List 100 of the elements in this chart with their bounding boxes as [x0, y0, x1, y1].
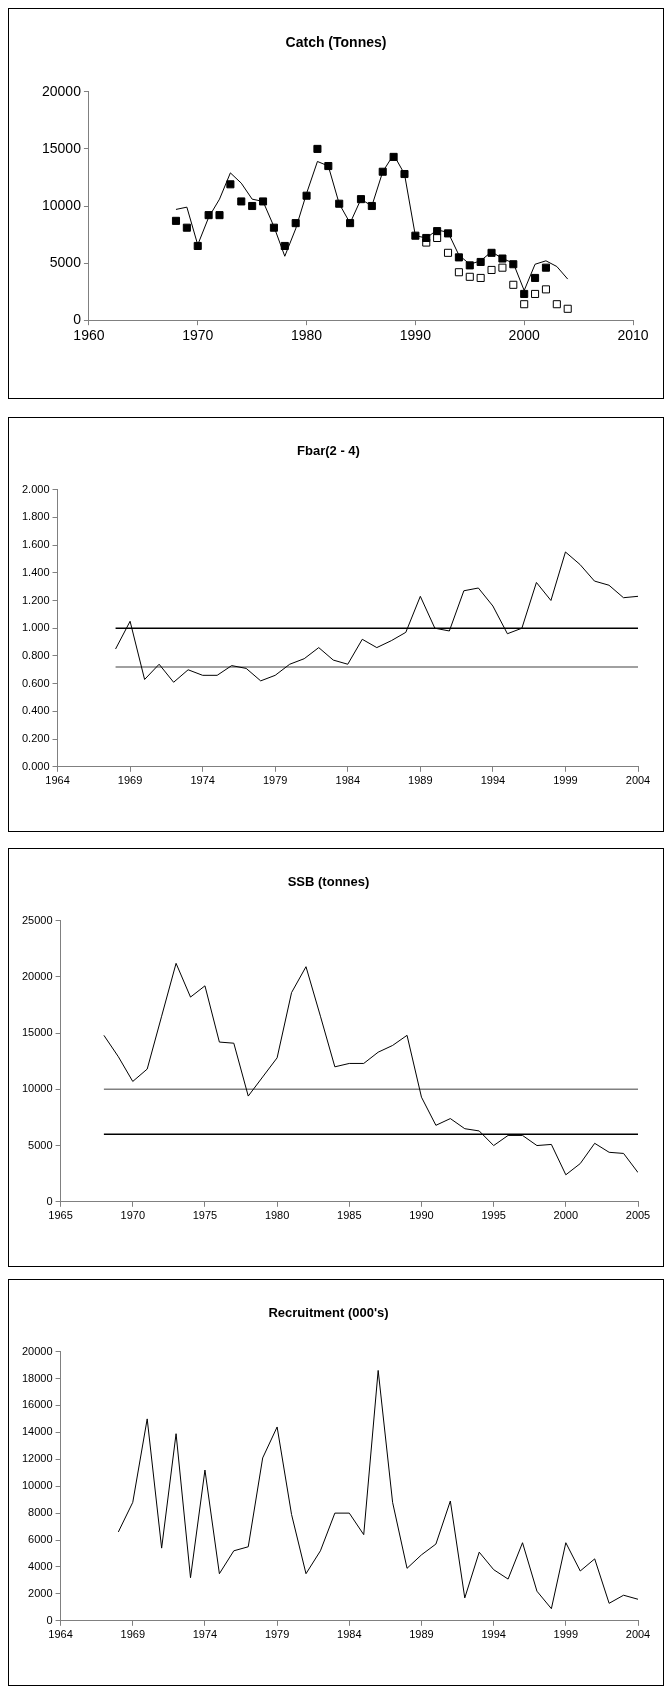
chart-title: SSB (tonnes)	[287, 874, 370, 890]
x-tick-label: 1994	[480, 774, 506, 787]
x-tick-label: 1974	[192, 1628, 218, 1641]
point	[465, 272, 474, 281]
x-tick-label: 1979	[264, 1628, 290, 1641]
x-tick-label: 2004	[625, 1628, 651, 1641]
y-tick-label: 1.000	[22, 621, 50, 634]
y-tick-label: 0	[46, 1194, 53, 1207]
x-tick-label: 1990	[409, 1209, 434, 1222]
x-tick-label: 1969	[117, 774, 143, 787]
y-tick-label: 5000	[28, 1138, 53, 1151]
point	[454, 253, 463, 262]
x-tick-label: 1990	[399, 327, 432, 344]
x-tick-label: 1965	[48, 1209, 73, 1222]
y-tick-label: 14000	[21, 1425, 53, 1438]
x-tick-label: 1975	[192, 1209, 218, 1222]
point	[269, 223, 278, 232]
point	[400, 169, 409, 179]
y-tick-label: 25000	[21, 913, 53, 926]
point	[520, 289, 529, 298]
x-tick-label: 1964	[45, 774, 70, 787]
point	[541, 263, 550, 272]
point	[422, 233, 431, 243]
point	[389, 152, 398, 161]
point	[302, 191, 311, 200]
point	[531, 273, 540, 282]
x-tick-label: 1989	[408, 774, 433, 787]
point	[443, 229, 453, 238]
point	[487, 248, 496, 257]
y-tick-label: 1.600	[22, 538, 50, 551]
x-tick-label: 2010	[617, 327, 649, 344]
point	[335, 199, 344, 208]
point	[313, 144, 322, 153]
point	[171, 216, 181, 225]
x-tick-label: 1970	[182, 327, 214, 344]
y-tick-label: 6000	[28, 1533, 53, 1546]
x-tick-label: 2005	[625, 1209, 651, 1222]
point	[487, 265, 496, 274]
point	[509, 260, 518, 269]
y-tick-label: 1.400	[22, 565, 50, 578]
point	[465, 261, 474, 270]
y-tick-label: 0	[46, 1613, 53, 1626]
y-tick-label: 16000	[21, 1398, 53, 1411]
y-tick-label: 8000	[28, 1506, 53, 1519]
point	[324, 161, 333, 171]
y-tick-label: 1.200	[22, 593, 50, 606]
point	[476, 273, 485, 282]
y-tick-label: 0.000	[22, 759, 50, 772]
point	[552, 300, 561, 309]
y-tick-label: 0.400	[22, 704, 50, 717]
x-tick-label: 1980	[290, 327, 323, 344]
chart-title: Fbar(2 - 4)	[297, 443, 360, 459]
point	[215, 211, 224, 220]
point	[476, 257, 485, 266]
x-tick-label: 1960	[73, 327, 105, 344]
x-tick-label: 1979	[262, 774, 288, 787]
x-tick-label: 1999	[553, 774, 578, 787]
chart-title: Recruitment (000's)	[268, 1305, 389, 1321]
y-tick-label: 10000	[41, 196, 82, 213]
point	[367, 201, 376, 211]
y-tick-label: 1.800	[22, 510, 50, 523]
x-tick-label: 1980	[264, 1209, 290, 1222]
x-tick-label: 1964	[48, 1628, 73, 1641]
point	[443, 248, 453, 257]
point	[237, 197, 246, 206]
y-tick-label: 12000	[21, 1452, 53, 1465]
point	[563, 304, 572, 313]
y-tick-label: 15000	[41, 139, 82, 156]
y-tick-label: 4000	[28, 1559, 53, 1572]
point	[520, 300, 529, 309]
y-tick-label: 0.600	[22, 676, 50, 689]
x-tick-label: 1994	[481, 1628, 506, 1641]
point	[280, 241, 289, 251]
x-tick-label: 1974	[190, 774, 215, 787]
x-tick-label: 1995	[481, 1209, 506, 1222]
point	[291, 219, 300, 228]
x-tick-label: 1984	[337, 1628, 362, 1641]
x-tick-label: 2000	[553, 1209, 579, 1222]
point	[498, 263, 507, 272]
point	[226, 180, 235, 189]
y-tick-label: 20000	[21, 1344, 53, 1357]
y-tick-label: 20000	[21, 969, 53, 982]
point	[411, 231, 420, 240]
point	[259, 197, 268, 206]
point	[454, 268, 463, 277]
y-tick-label: 5000	[49, 253, 82, 270]
chart-title: Catch (Tonnes)	[285, 34, 387, 51]
point	[346, 219, 355, 228]
point	[509, 280, 518, 289]
x-tick-label: 2004	[625, 774, 651, 787]
point	[378, 167, 387, 176]
point	[531, 289, 540, 298]
point	[356, 195, 365, 204]
x-tick-label: 1970	[120, 1209, 146, 1222]
x-tick-label: 1984	[335, 774, 361, 787]
point	[204, 211, 213, 220]
y-tick-label: 0.200	[22, 732, 50, 745]
y-tick-label: 0.800	[22, 648, 50, 661]
point	[433, 227, 442, 236]
x-tick-label: 2000	[508, 327, 540, 344]
